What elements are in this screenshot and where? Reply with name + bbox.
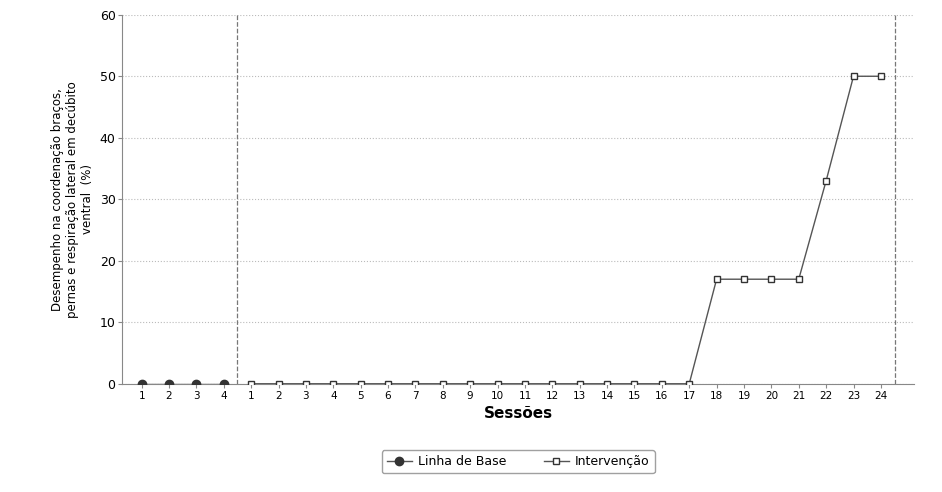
Legend: Linha de Base, Intervenção: Linha de Base, Intervenção xyxy=(382,451,655,473)
Y-axis label: Desempenho na coordenação braços,
pernas e respiração lateral em decúbito
ventra: Desempenho na coordenação braços, pernas… xyxy=(51,81,94,318)
X-axis label: Sessões: Sessões xyxy=(483,406,553,421)
